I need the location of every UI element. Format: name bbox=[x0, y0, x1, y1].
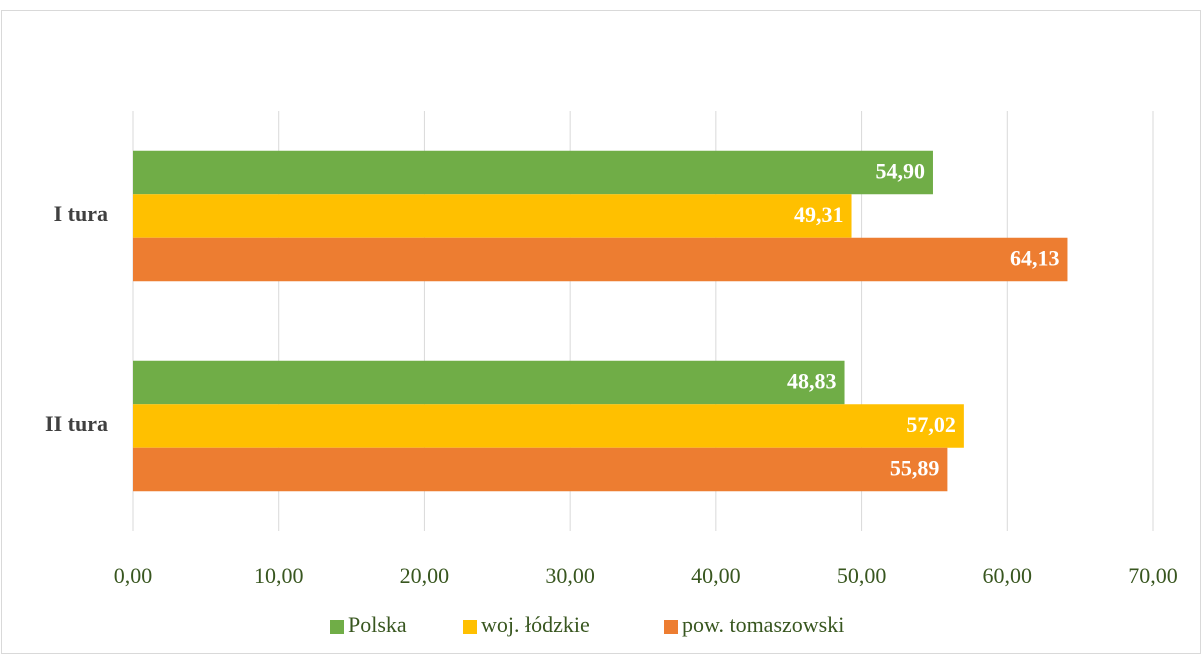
x-tick-label: 0,00 bbox=[114, 563, 153, 588]
bar bbox=[133, 237, 1068, 282]
bar bbox=[133, 404, 964, 448]
x-tick-label: 30,00 bbox=[545, 563, 595, 588]
legend-label: pow. tomaszowski bbox=[682, 612, 844, 637]
x-tick-label: 60,00 bbox=[983, 563, 1033, 588]
category-label: I tura bbox=[54, 201, 108, 226]
legend-label: Polska bbox=[348, 612, 407, 637]
x-tick-label: 50,00 bbox=[837, 563, 887, 588]
bar bbox=[133, 360, 845, 405]
x-tick-label: 70,00 bbox=[1128, 563, 1178, 588]
bar bbox=[133, 194, 852, 238]
category-label: II tura bbox=[45, 411, 108, 436]
chart-border bbox=[1, 10, 1201, 654]
data-label: 64,13 bbox=[1010, 246, 1060, 271]
bar bbox=[133, 150, 933, 195]
legend-swatch bbox=[330, 620, 344, 634]
data-label: 48,83 bbox=[787, 369, 837, 394]
legend-label: woj. łódzkie bbox=[481, 612, 590, 637]
x-tick-label: 10,00 bbox=[254, 563, 304, 588]
legend-swatch bbox=[664, 620, 678, 634]
bar bbox=[133, 447, 948, 492]
data-label: 54,90 bbox=[875, 159, 925, 184]
legend-swatch bbox=[463, 620, 477, 634]
data-label: 55,89 bbox=[890, 456, 940, 481]
data-label: 49,31 bbox=[794, 202, 844, 227]
x-tick-label: 40,00 bbox=[691, 563, 741, 588]
data-label: 57,02 bbox=[906, 412, 956, 437]
x-tick-label: 20,00 bbox=[400, 563, 450, 588]
